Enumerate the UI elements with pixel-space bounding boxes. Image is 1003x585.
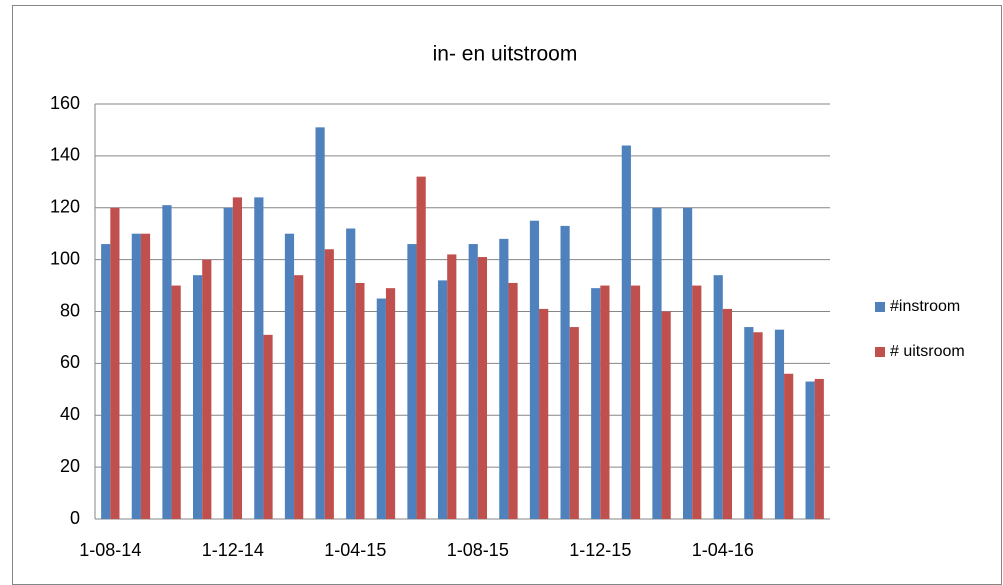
bar [560, 225, 570, 519]
bar [284, 233, 295, 519]
bar [385, 288, 396, 519]
y-tick-label: 80 [60, 300, 80, 320]
bar [539, 308, 549, 519]
bar [805, 381, 815, 519]
y-tick-label: 60 [60, 352, 80, 372]
y-tick-label: 40 [60, 404, 80, 424]
y-tick-label: 160 [50, 93, 80, 113]
bar [591, 288, 601, 519]
bar [171, 285, 181, 519]
y-tick-label: 140 [50, 145, 80, 165]
bar [713, 275, 723, 519]
bar [600, 285, 610, 519]
bar [232, 197, 242, 519]
bar [630, 285, 641, 519]
bar [744, 327, 754, 519]
bar [468, 244, 478, 519]
bar [814, 378, 824, 519]
bar [529, 220, 540, 519]
bar [499, 238, 509, 519]
y-tick-label: 100 [50, 248, 80, 268]
bar [193, 275, 203, 519]
bar [774, 329, 785, 519]
x-tick-label: 1-12-15 [569, 540, 631, 560]
x-tick-label: 1-04-16 [692, 540, 754, 560]
legend-swatch [875, 347, 885, 357]
bar [569, 327, 579, 519]
legend-label: # uitsroom [890, 343, 965, 360]
bar [346, 228, 356, 519]
bar [438, 280, 448, 519]
bar [508, 282, 518, 519]
y-tick-label: 0 [70, 508, 80, 528]
bar [376, 298, 386, 519]
chart-title: in- en uitstroom [433, 43, 578, 66]
x-tick-label: 1-04-15 [324, 540, 386, 560]
bar [621, 145, 631, 519]
x-tick-label: 1-08-14 [79, 540, 141, 560]
bar [202, 259, 212, 519]
bar [753, 332, 763, 519]
bar [652, 207, 662, 519]
bar [162, 205, 172, 519]
bar [416, 176, 426, 519]
bar [294, 275, 304, 519]
bar [324, 249, 334, 519]
bar [254, 197, 264, 519]
legend-swatch [875, 302, 885, 312]
bar [315, 127, 325, 519]
bar [223, 207, 233, 519]
y-tick-label: 120 [50, 197, 80, 217]
bar [131, 233, 141, 519]
bar [447, 254, 457, 519]
bar [683, 207, 693, 519]
bar [477, 257, 487, 519]
bar [692, 285, 702, 519]
bar [722, 308, 732, 519]
bar [263, 334, 273, 519]
bar [110, 207, 120, 519]
x-tick-label: 1-12-14 [202, 540, 264, 560]
bar [101, 244, 111, 519]
bar [784, 373, 794, 519]
bar [355, 282, 365, 519]
bar [140, 233, 151, 519]
bar [407, 244, 417, 519]
legend-label: #instroom [890, 298, 960, 315]
y-tick-label: 20 [60, 456, 80, 476]
x-tick-label: 1-08-15 [447, 540, 509, 560]
bar [661, 311, 671, 519]
